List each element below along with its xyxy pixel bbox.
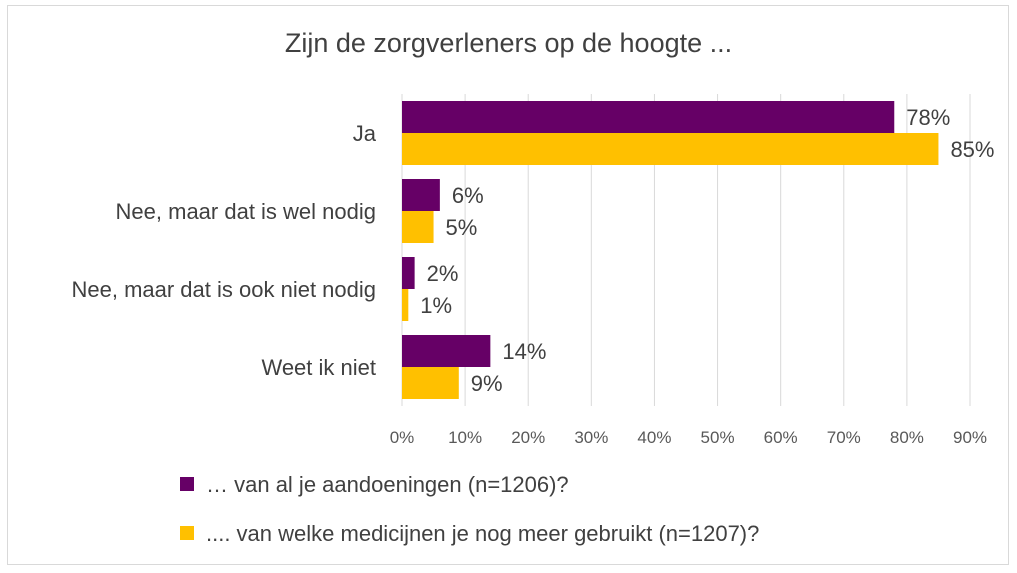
x-tick-label: 80% [890,428,924,447]
legend-entry-series-2: .... van welke medicijnen je nog meer ge… [180,521,759,547]
bar-series-1 [402,179,440,211]
x-tick-label: 0% [390,428,415,447]
bar-series-1 [402,101,895,133]
chart-frame [7,5,1009,565]
legend-label-series-1: … van al je aandoeningen (n=1206)? [206,472,569,497]
x-tick-label: 90% [953,428,987,447]
data-label: 78% [906,105,950,130]
x-tick-label: 60% [764,428,798,447]
x-tick-label: 70% [827,428,861,447]
x-tick-label: 30% [574,428,608,447]
category-label: Nee, maar dat is ook niet nodig [71,277,376,302]
labels: 0% 10% 20% 30% 40% 50% 60% 70% 80% 90% Ja 78%85% Nee… [71,105,994,447]
bar-series-2 [402,289,409,321]
category-label: Weet ik niet [261,355,376,380]
x-tick-label: 40% [637,428,671,447]
bars [402,101,939,399]
bar-series-2 [402,211,434,243]
bar-series-2 [402,367,459,399]
x-tick-label: 10% [448,428,482,447]
legend-label-series-2: .... van welke medicijnen je nog meer ge… [206,521,760,546]
x-tick-label: 50% [701,428,735,447]
data-label: 9% [471,371,503,396]
data-label: 14% [502,339,546,364]
category-label: Nee, maar dat is wel nodig [116,199,376,224]
data-label: 5% [446,215,478,240]
data-label: 1% [420,293,452,318]
category-label: Ja [353,121,377,146]
data-label: 6% [452,183,484,208]
legend-swatch-series-1 [180,477,194,492]
legend-entry-series-1: … van al je aandoeningen (n=1206)? [180,472,569,498]
data-label: 2% [427,261,459,286]
x-tick-label: 20% [511,428,545,447]
bar-series-1 [402,257,415,289]
chart-title: Zijn de zorgverleners op de hoogte ... [284,28,733,58]
bar-series-1 [402,335,491,367]
legend-swatch-series-2 [180,526,194,541]
bar-series-2 [402,133,939,165]
data-label: 85% [950,137,994,162]
